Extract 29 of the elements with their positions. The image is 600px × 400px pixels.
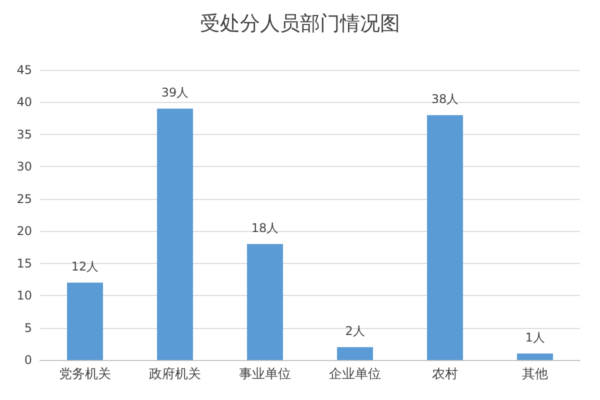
y-tick-label: 5 xyxy=(24,320,32,335)
y-tick-label: 45 xyxy=(16,63,32,77)
bar xyxy=(67,282,103,360)
x-tick-label: 事业单位 xyxy=(239,367,291,382)
y-tick-label: 15 xyxy=(16,256,32,270)
y-tick-label: 30 xyxy=(16,160,32,174)
x-tick-label: 企业单位 xyxy=(329,367,381,382)
y-tick-label: 20 xyxy=(16,224,32,238)
data-label: 12人 xyxy=(71,260,99,274)
data-label: 18人 xyxy=(251,221,279,235)
y-tick-label: 35 xyxy=(16,127,32,142)
x-tick-label: 政府机关 xyxy=(149,366,201,382)
chart-title: 受处分人员部门情况图 xyxy=(200,11,400,35)
y-tick-label: 25 xyxy=(16,192,32,206)
bar xyxy=(157,108,193,360)
bar xyxy=(517,354,553,360)
y-tick-label: 10 xyxy=(16,288,32,303)
data-label: 1人 xyxy=(525,330,545,345)
x-tick-label: 党务机关 xyxy=(59,367,111,382)
data-label: 2人 xyxy=(345,324,365,338)
y-tick-label: 40 xyxy=(16,95,32,110)
bar xyxy=(337,347,373,360)
x-tick-label: 其他 xyxy=(522,367,548,382)
bar xyxy=(427,115,463,360)
x-tick-label: 农村 xyxy=(432,367,458,382)
bar xyxy=(247,244,283,360)
data-label: 38人 xyxy=(431,92,459,106)
data-label: 39人 xyxy=(161,86,189,100)
y-tick-label: 0 xyxy=(24,353,32,367)
